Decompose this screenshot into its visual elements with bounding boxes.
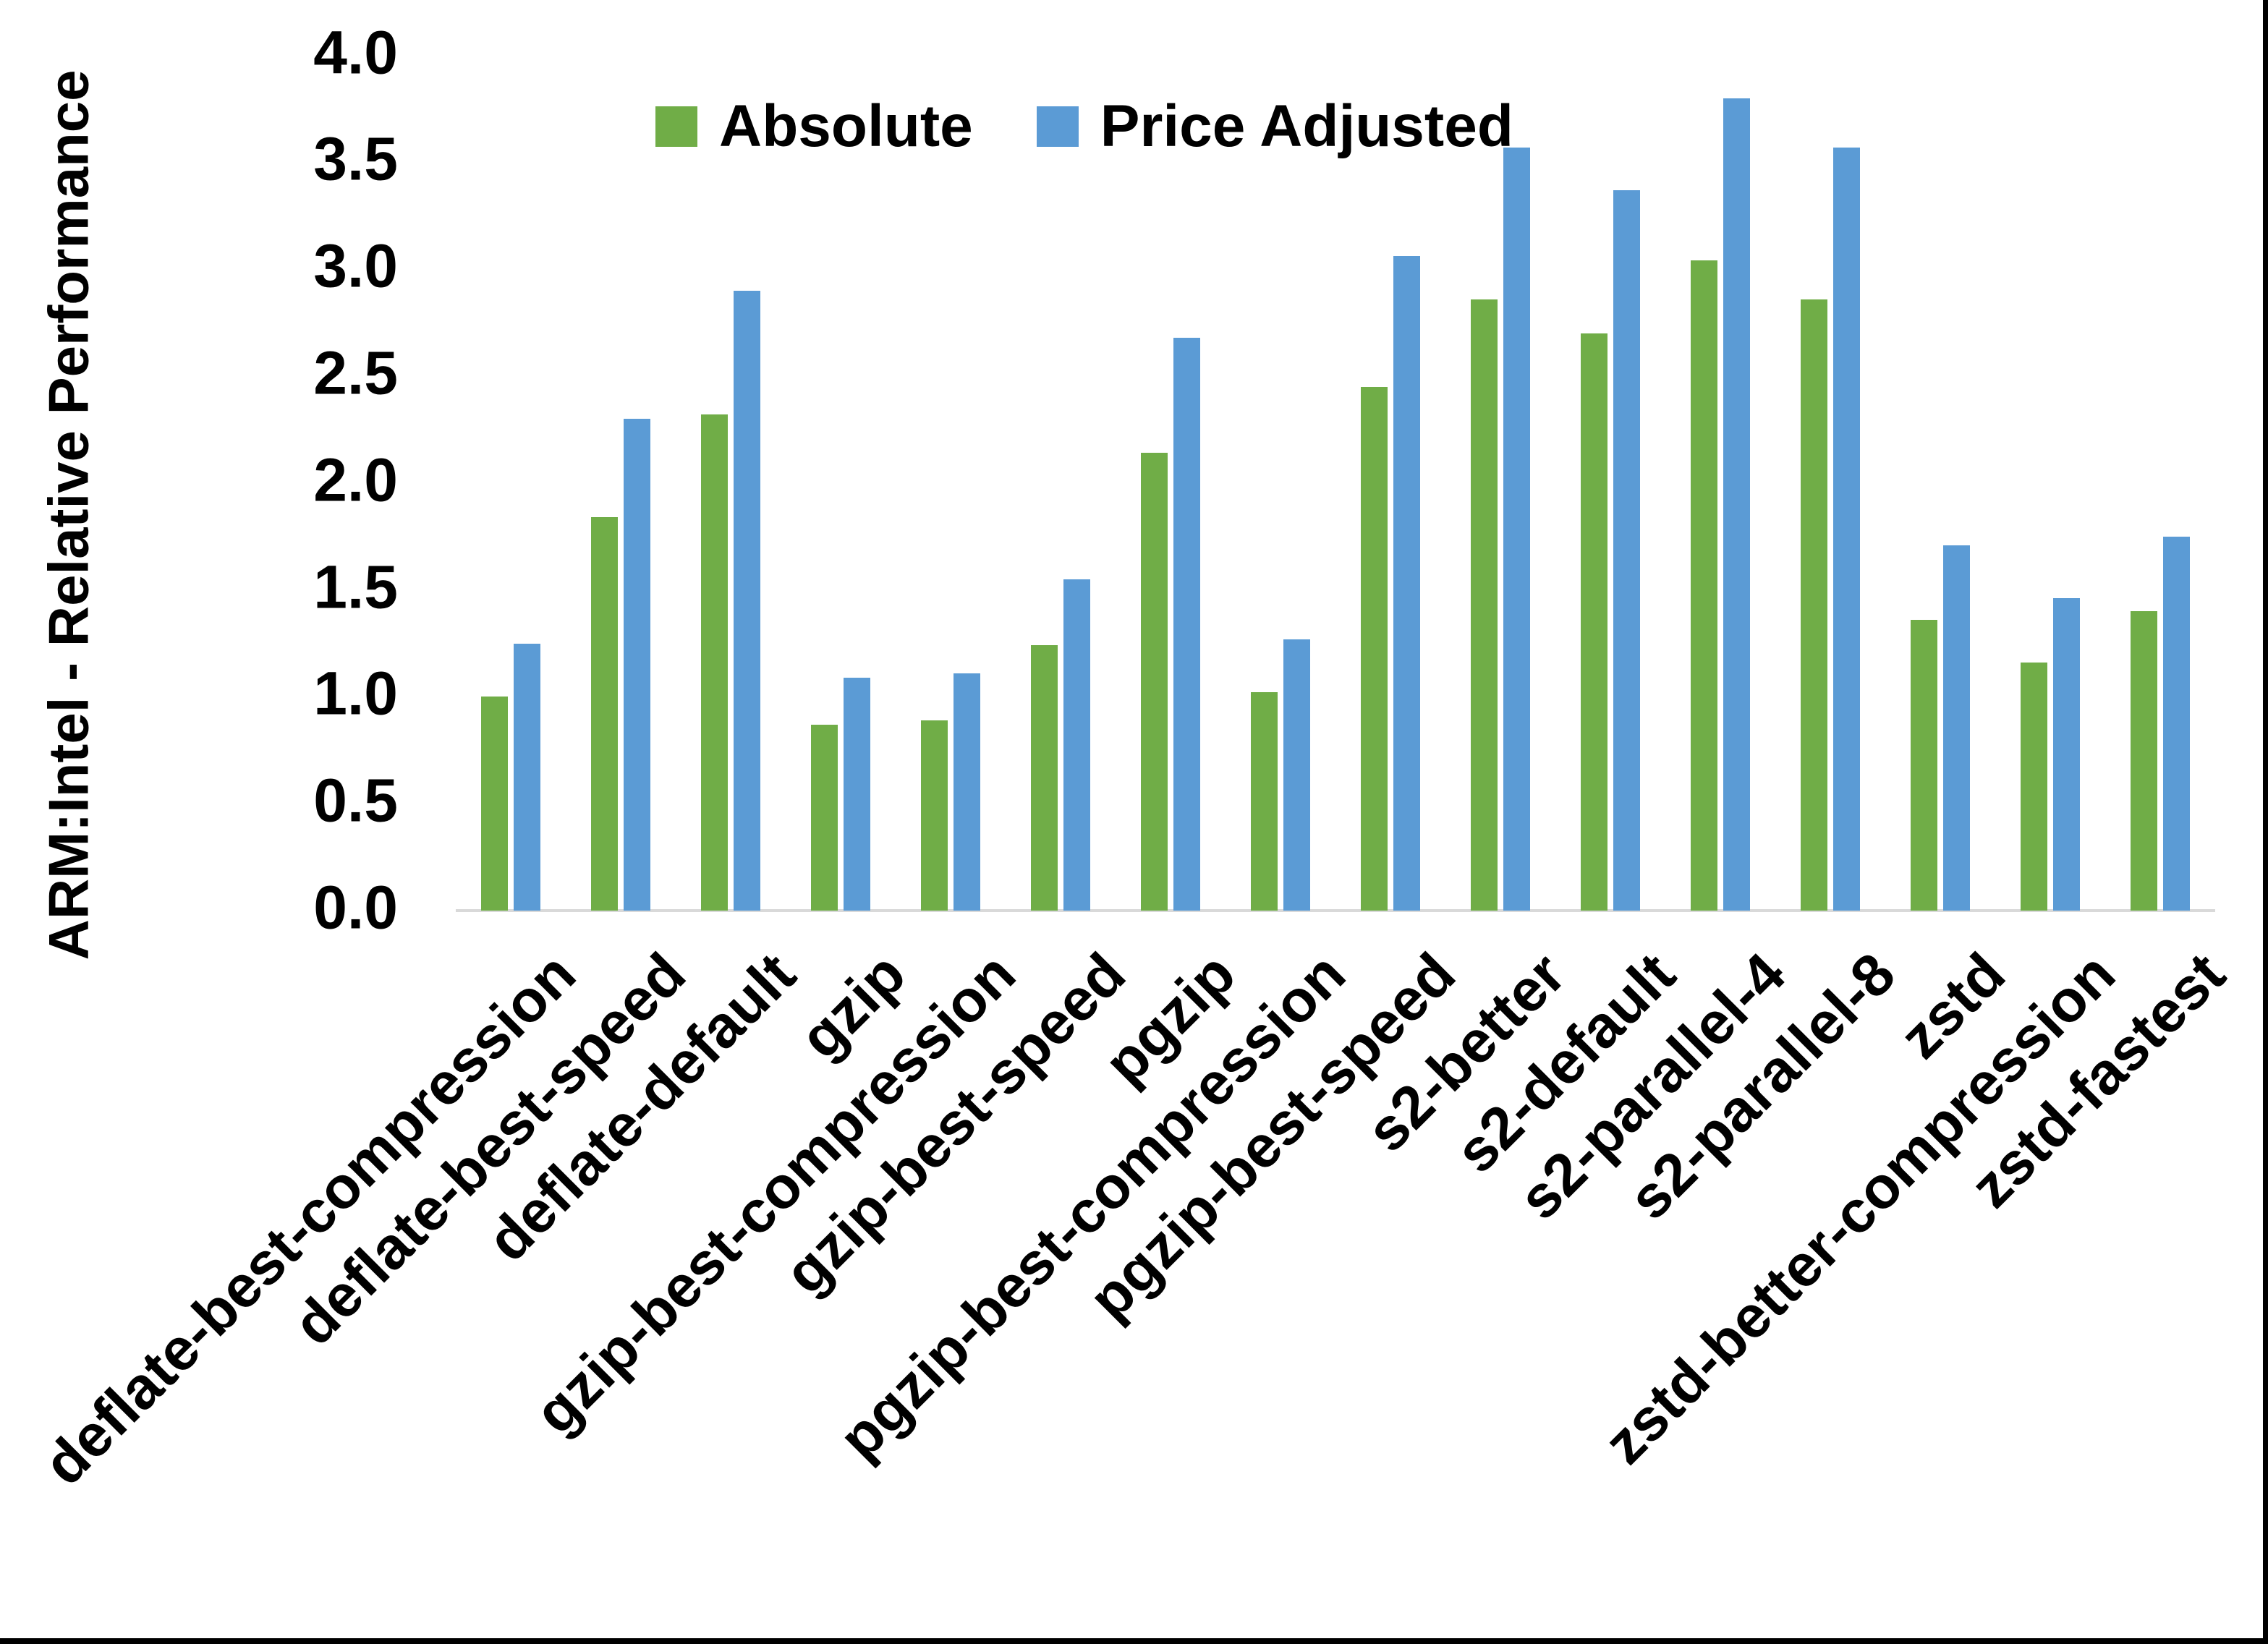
y-tick-label-0.5: 0.5 (313, 766, 398, 835)
bar-price-adjusted-gzip-best-compression (954, 673, 980, 911)
bar-absolute-gzip-best-compression (921, 720, 948, 911)
bar-price-adjusted-gzip (844, 677, 870, 911)
bar-price-adjusted-s2-better (1503, 147, 1530, 911)
x-axis-line (456, 909, 2215, 912)
bar-absolute-pgzip (1141, 453, 1168, 911)
bar-price-adjusted-pgzip-best-compression (1283, 639, 1310, 911)
bar-absolute-deflate-default (701, 414, 728, 911)
y-tick-label-1.5: 1.5 (313, 553, 398, 621)
y-tick-label-2.5: 2.5 (313, 338, 398, 407)
bar-absolute-zstd (1911, 619, 1937, 911)
legend-swatch-price-adjusted (1036, 106, 1079, 147)
bar-price-adjusted-zstd-better-compression (2053, 598, 2080, 911)
bar-price-adjusted-pgzip-best-speed (1393, 256, 1420, 911)
bar-absolute-s2-parallel-4 (1691, 260, 1717, 911)
y-tick-label-1.0: 1.0 (313, 660, 398, 728)
bar-price-adjusted-deflate-best-speed (624, 419, 650, 911)
legend-label-absolute: Absolute (719, 93, 973, 159)
bar-price-adjusted-s2-parallel-4 (1723, 98, 1750, 911)
bar-absolute-gzip (811, 724, 838, 911)
bar-price-adjusted-deflate-default (734, 290, 760, 911)
legend-label-price-adjusted: Price Adjusted (1100, 93, 1513, 159)
bar-absolute-pgzip-best-compression (1251, 692, 1278, 911)
bar-price-adjusted-gzip-best-speed (1063, 579, 1090, 911)
y-tick-label-3.5: 3.5 (313, 125, 398, 194)
bar-absolute-zstd-fastest (2131, 611, 2157, 911)
bar-price-adjusted-zstd (1943, 545, 1970, 911)
y-tick-label-3.0: 3.0 (313, 231, 398, 300)
bar-absolute-deflate-best-speed (591, 517, 618, 911)
bar-price-adjusted-zstd-fastest (2163, 536, 2190, 911)
bar-absolute-s2-default (1581, 333, 1607, 911)
y-tick-label-2.0: 2.0 (313, 446, 398, 514)
bar-price-adjusted-s2-parallel-8 (1833, 147, 1860, 911)
y-tick-label-4.0: 4.0 (313, 18, 398, 87)
bar-price-adjusted-deflate-best-compression (514, 643, 540, 911)
bar-price-adjusted-s2-default (1613, 189, 1640, 911)
y-tick-label-0.0: 0.0 (313, 873, 398, 942)
frame-right-border (2263, 0, 2268, 1644)
bar-absolute-deflate-best-compression (481, 697, 508, 911)
bar-absolute-s2-better (1471, 299, 1498, 911)
bar-absolute-gzip-best-speed (1031, 645, 1058, 911)
bar-price-adjusted-pgzip (1173, 337, 1200, 911)
frame-bottom-border (0, 1638, 2268, 1644)
y-axis-title: ARM:Intel - Relative Performance (36, 69, 101, 961)
legend-swatch-absolute (655, 106, 697, 147)
bar-absolute-zstd-better-compression (2021, 663, 2047, 911)
bar-absolute-pgzip-best-speed (1361, 386, 1388, 911)
bar-absolute-s2-parallel-8 (1801, 299, 1827, 911)
legend: Absolute Price Adjusted (655, 93, 1513, 161)
